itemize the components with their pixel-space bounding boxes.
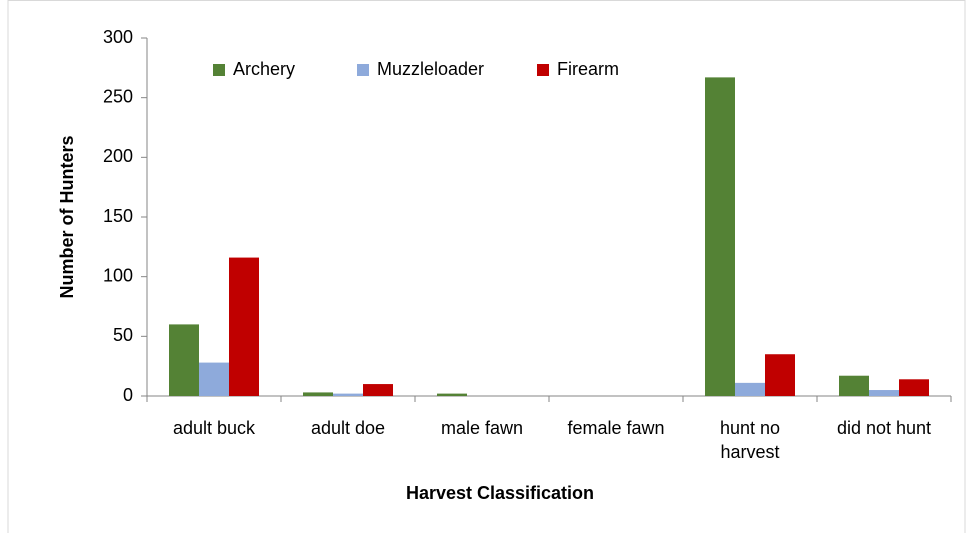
legend-label: Muzzleloader [377,59,484,79]
legend-swatch [537,64,549,76]
x-tick-label: hunt no harvest [719,418,781,462]
bar [229,257,259,396]
legend-label: Archery [233,59,295,79]
bar [363,384,393,396]
x-tick-label: did not hunt [836,418,932,438]
y-axis-title: Number of Hunters [57,135,77,298]
x-axis-title: Harvest Classification [406,483,594,503]
y-tick-label: 200 [103,146,133,166]
bar [333,393,363,396]
bar [839,375,869,396]
bar [735,382,765,396]
x-tick-label: female fawn [567,418,665,438]
y-tick-label: 50 [113,325,133,345]
bar [169,324,199,396]
bar [869,390,899,396]
chart-border [7,0,966,533]
y-tick-label: 0 [123,385,133,405]
bar [705,77,735,396]
y-tick-label: 250 [103,86,133,106]
x-tick-label: adult buck [172,418,256,438]
y-tick-label: 150 [103,206,133,226]
bar [303,392,333,396]
x-tick-label: adult doe [310,418,386,438]
legend-swatch [213,64,225,76]
x-tick-label: male fawn [440,418,524,438]
legend-swatch [357,64,369,76]
bar [765,354,795,396]
y-tick-label: 100 [103,265,133,285]
bar [437,393,467,396]
bar [899,379,929,396]
legend-label: Firearm [557,59,619,79]
bar [199,362,229,396]
y-tick-label: 300 [103,27,133,47]
